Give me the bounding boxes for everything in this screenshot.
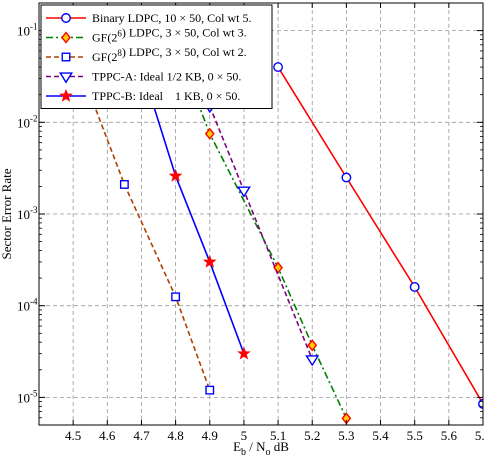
series-line [89,94,211,391]
x-tick-label: 4.9 [202,428,218,443]
legend-label-part: ) LDPC, 3 × 50, Col wt 2. [122,45,247,59]
legend-label-part: GF(2 [92,50,117,64]
x-axis-title-mid: / N [246,439,266,454]
y-tick-base: 10 [17,207,30,222]
x-tick-label: 5.2 [304,428,320,443]
legend-label: Binary LDPC, 10 × 50, Col wt 5. [92,11,251,25]
x-axis-title-unit: dB [271,439,290,454]
x-tick-label: 4.6 [99,428,116,443]
legend-label: TPPC-A: Ideal 1/2 KB, 0 × 50. [92,70,241,84]
x-axis-title-sub-b: b [241,447,246,457]
legend-marker [59,88,73,102]
x-tick-label: 5.4 [372,428,389,443]
x-tick-label: 5.5 [407,428,423,443]
data-point [307,339,318,352]
y-tick-label: 10-1 [17,22,38,39]
y-axis-title: Sector Error Rate [0,168,14,259]
legend-label: TPPC-B: Ideal 1 KB, 0 × 50. [92,89,240,103]
legend-label-part: TPPC-A: Ideal 1/2 KB, 0 × 50. [92,70,241,84]
data-point [236,186,251,198]
data-point [237,346,251,360]
y-tick-label: 10-2 [17,113,38,130]
y-tick-exponent: -2 [30,113,38,123]
x-axis-title: Eb / No dB [233,439,289,457]
y-tick-exponent: -3 [30,205,38,215]
x-tick-label: 5.1 [270,428,286,443]
series-line [277,66,483,405]
data-point [168,168,183,182]
y-tick-exponent: -4 [30,297,38,307]
legend-item: TPPC-A: Ideal 1/2 KB, 0 × 50. [46,70,241,84]
data-point [478,398,483,409]
data-point [202,254,217,268]
legend-label-part: GF(2 [92,31,117,45]
y-tick-label: 10-5 [17,388,38,405]
x-axis-title-sub-o: o [266,447,271,457]
y-tick-label: 10-4 [17,297,38,314]
legend-label-part: ) LDPC, 3 × 50, Col wt 3. [122,26,247,40]
y-tick-base: 10 [17,299,30,314]
y-tick-exponent: -5 [30,388,38,398]
y-tick-label: 10-3 [17,205,38,222]
x-tick-label: 4.8 [167,428,183,443]
x-axis-title-e: E [233,439,241,454]
data-point [171,292,181,302]
data-point [204,127,215,140]
x-tick-label: 5.7 [475,428,485,443]
legend-marker [61,31,71,44]
legend-marker [58,72,74,84]
x-tick-label: 5.3 [338,428,354,443]
data-point [409,282,420,292]
data-point [341,172,352,183]
legend-label-part: Binary LDPC, 10 × 50, Col wt 5. [92,11,251,25]
legend-item: TPPC-B: Ideal 1 KB, 0 × 50. [46,88,240,103]
x-tick-label: 5.6 [441,428,458,443]
legend-marker [61,52,71,62]
data-point [119,180,129,189]
y-tick-exponent: -1 [30,22,38,32]
x-tick-label: 4.7 [133,428,150,443]
legend-item: GF(28) LDPC, 3 × 50, Col wt 2. [46,45,247,64]
legend-label-sup: 6 [117,29,122,39]
data-point [305,355,320,367]
data-point [273,62,284,73]
y-tick-base: 10 [17,24,30,39]
legend-marker [61,13,71,23]
legend-item: Binary LDPC, 10 × 50, Col wt 5. [46,11,251,25]
series-1 [273,62,483,409]
legend-label: GF(28) LDPC, 3 × 50, Col wt 2. [92,45,247,64]
x-tick-label: 5 [241,428,248,443]
data-point [205,385,215,395]
x-tick-label: 4.5 [65,428,81,443]
legend: Binary LDPC, 10 × 50, Col wt 5.GF(26) LD… [40,4,273,109]
y-tick-base: 10 [17,115,30,130]
series-layer [85,38,483,425]
ticks: 4.54.64.74.84.955.15.25.35.45.55.65.710-… [17,3,485,443]
legend-label-sup: 8 [117,48,122,58]
y-tick-base: 10 [17,390,30,405]
legend-label-part: TPPC-B: Ideal 1 KB, 0 × 50. [92,89,240,103]
series-line [140,66,245,354]
legend-label: GF(26) LDPC, 3 × 50, Col wt 3. [92,26,247,45]
legend-item: GF(26) LDPC, 3 × 50, Col wt 3. [46,26,247,45]
